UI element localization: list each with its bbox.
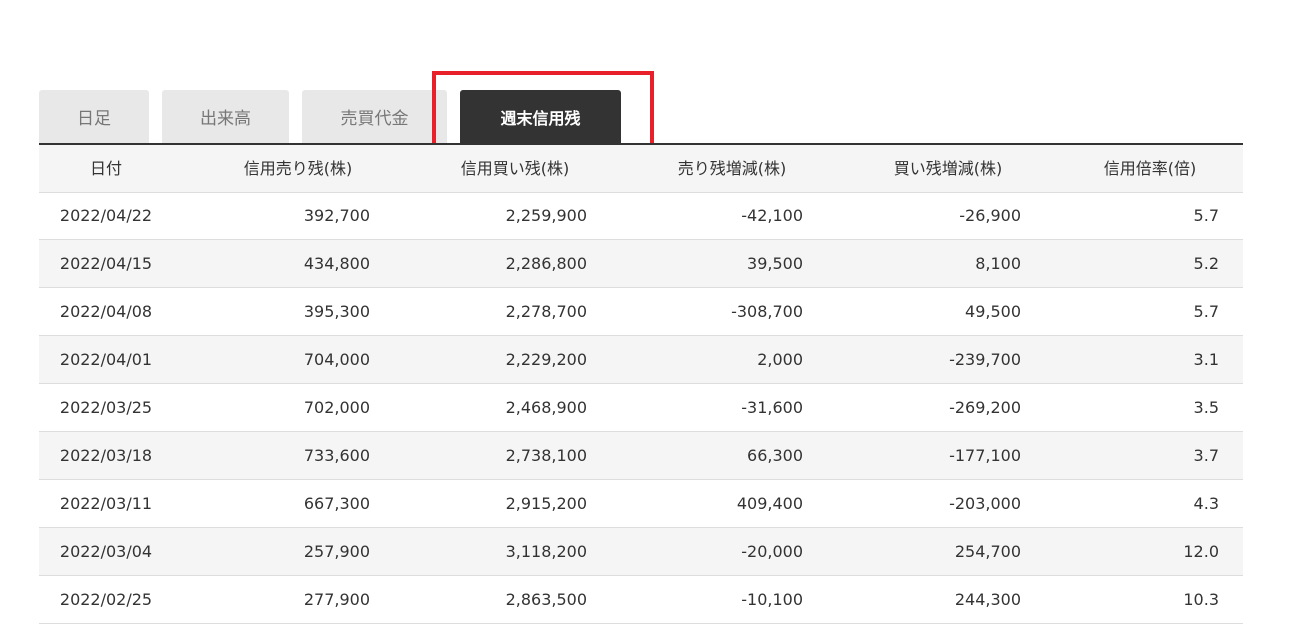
- column-header: 買い残増減(株): [893, 159, 1003, 178]
- table-cell: 2022/03/25: [59, 398, 153, 417]
- tab[interactable]: 日足: [39, 90, 149, 143]
- tab[interactable]: 売買代金: [302, 90, 447, 143]
- table-cell: 409,400: [736, 494, 803, 513]
- table-cell: 395,300: [303, 302, 370, 321]
- table-cell: 3.7: [1193, 446, 1219, 465]
- header-row: 日付 信用売り残(株) 信用買い残(株) 売り残増減(株) 買い残増減(株) 信用倍率(倍…: [39, 145, 1243, 193]
- table-cell: 2022/02/25: [59, 590, 153, 609]
- table-cell: 704,000: [303, 350, 370, 369]
- table-cell: 3.1: [1193, 350, 1219, 369]
- table-cell: -177,100: [949, 446, 1021, 465]
- table-cell: 392,700: [303, 206, 370, 225]
- table-row: 2022/03/18 733,600 2,738,100 66,300 -177,100…: [39, 432, 1243, 480]
- table-cell: 2,229,200: [505, 350, 587, 369]
- table-cell: 5.7: [1193, 206, 1219, 225]
- table-cell: 2,738,100: [505, 446, 587, 465]
- table-cell: -31,600: [741, 398, 803, 417]
- table-cell: 257,900: [303, 542, 370, 561]
- column-header: 信用買い残(株): [460, 159, 570, 178]
- table-cell: 66,300: [747, 446, 803, 465]
- table-cell: 2022/04/15: [59, 254, 153, 273]
- table-row: 2022/03/04 257,900 3,118,200 -20,000 254,700…: [39, 528, 1243, 576]
- table-cell: 254,700: [954, 542, 1021, 561]
- table-cell: 2,286,800: [505, 254, 587, 273]
- table-row: 2022/02/25 277,900 2,863,500 -10,100 244,300…: [39, 576, 1243, 624]
- table-cell: 39,500: [747, 254, 803, 273]
- table-cell: 434,800: [303, 254, 370, 273]
- table-cell: -308,700: [731, 302, 803, 321]
- table-cell: 2,278,700: [505, 302, 587, 321]
- table-cell: 49,500: [965, 302, 1021, 321]
- column-header: 信用売り残(株): [243, 159, 353, 178]
- tab[interactable]: 出来高: [162, 90, 289, 143]
- table-cell: 2022/03/18: [59, 446, 153, 465]
- table-cell: 2022/04/22: [59, 206, 153, 225]
- column-header: 信用倍率(倍): [1103, 159, 1197, 178]
- table-cell: 4.3: [1193, 494, 1219, 513]
- table-cell: 2022/03/11: [59, 494, 153, 513]
- table-cell: -26,900: [959, 206, 1021, 225]
- tab-underline: [39, 143, 1243, 145]
- table-cell: 277,900: [303, 590, 370, 609]
- table-cell: 5.7: [1193, 302, 1219, 321]
- table-cell: 3,118,200: [505, 542, 587, 561]
- column-header: 売り残増減(株): [677, 159, 787, 178]
- column-header: 日付: [89, 159, 122, 178]
- table-row: 2022/04/22 392,700 2,259,900 -42,100 -26,900…: [39, 192, 1243, 240]
- table-row: 2022/03/11 667,300 2,915,200 409,400 -203,00…: [39, 480, 1243, 528]
- table-cell: 5.2: [1193, 254, 1219, 273]
- table-cell: -10,100: [741, 590, 803, 609]
- table-cell: 667,300: [303, 494, 370, 513]
- table-cell: -269,200: [949, 398, 1021, 417]
- table-cell: -239,700: [949, 350, 1021, 369]
- table-cell: 2,259,900: [505, 206, 587, 225]
- page: 日足 出来高 売買代金 週末信用残 日付 信用売り残(株) 信用買い残(株) 売り残増減(株…: [39, 71, 1243, 624]
- table-cell: 2,468,900: [505, 398, 587, 417]
- table-row: 2022/04/08 395,300 2,278,700 -308,700 49,500…: [39, 288, 1243, 336]
- table-cell: 3.5: [1193, 398, 1219, 417]
- table-cell: 12.0: [1183, 542, 1219, 561]
- table-cell: 8,100: [975, 254, 1021, 273]
- table-cell: 2022/04/08: [59, 302, 153, 321]
- table-cell: 244,300: [954, 590, 1021, 609]
- tab[interactable]: 週末信用残: [460, 90, 621, 143]
- table-row: 2022/04/15 434,800 2,286,800 39,500 8,100 5.2: [39, 240, 1243, 288]
- table-cell: -203,000: [949, 494, 1021, 513]
- table-cell: 702,000: [303, 398, 370, 417]
- table-cell: 2,000: [757, 350, 803, 369]
- table-cell: -20,000: [741, 542, 803, 561]
- table-cell: 2022/03/04: [59, 542, 153, 561]
- table-cell: 2,863,500: [505, 590, 587, 609]
- table-cell: 10.3: [1183, 590, 1219, 609]
- table-row: 2022/03/25 702,000 2,468,900 -31,600 -269,20…: [39, 384, 1243, 432]
- table-cell: 2022/04/01: [59, 350, 153, 369]
- table-cell: -42,100: [741, 206, 803, 225]
- table-cell: 2,915,200: [505, 494, 587, 513]
- table-row: 2022/04/01 704,000 2,229,200 2,000 -239,700 3…: [39, 336, 1243, 384]
- table-cell: 733,600: [303, 446, 370, 465]
